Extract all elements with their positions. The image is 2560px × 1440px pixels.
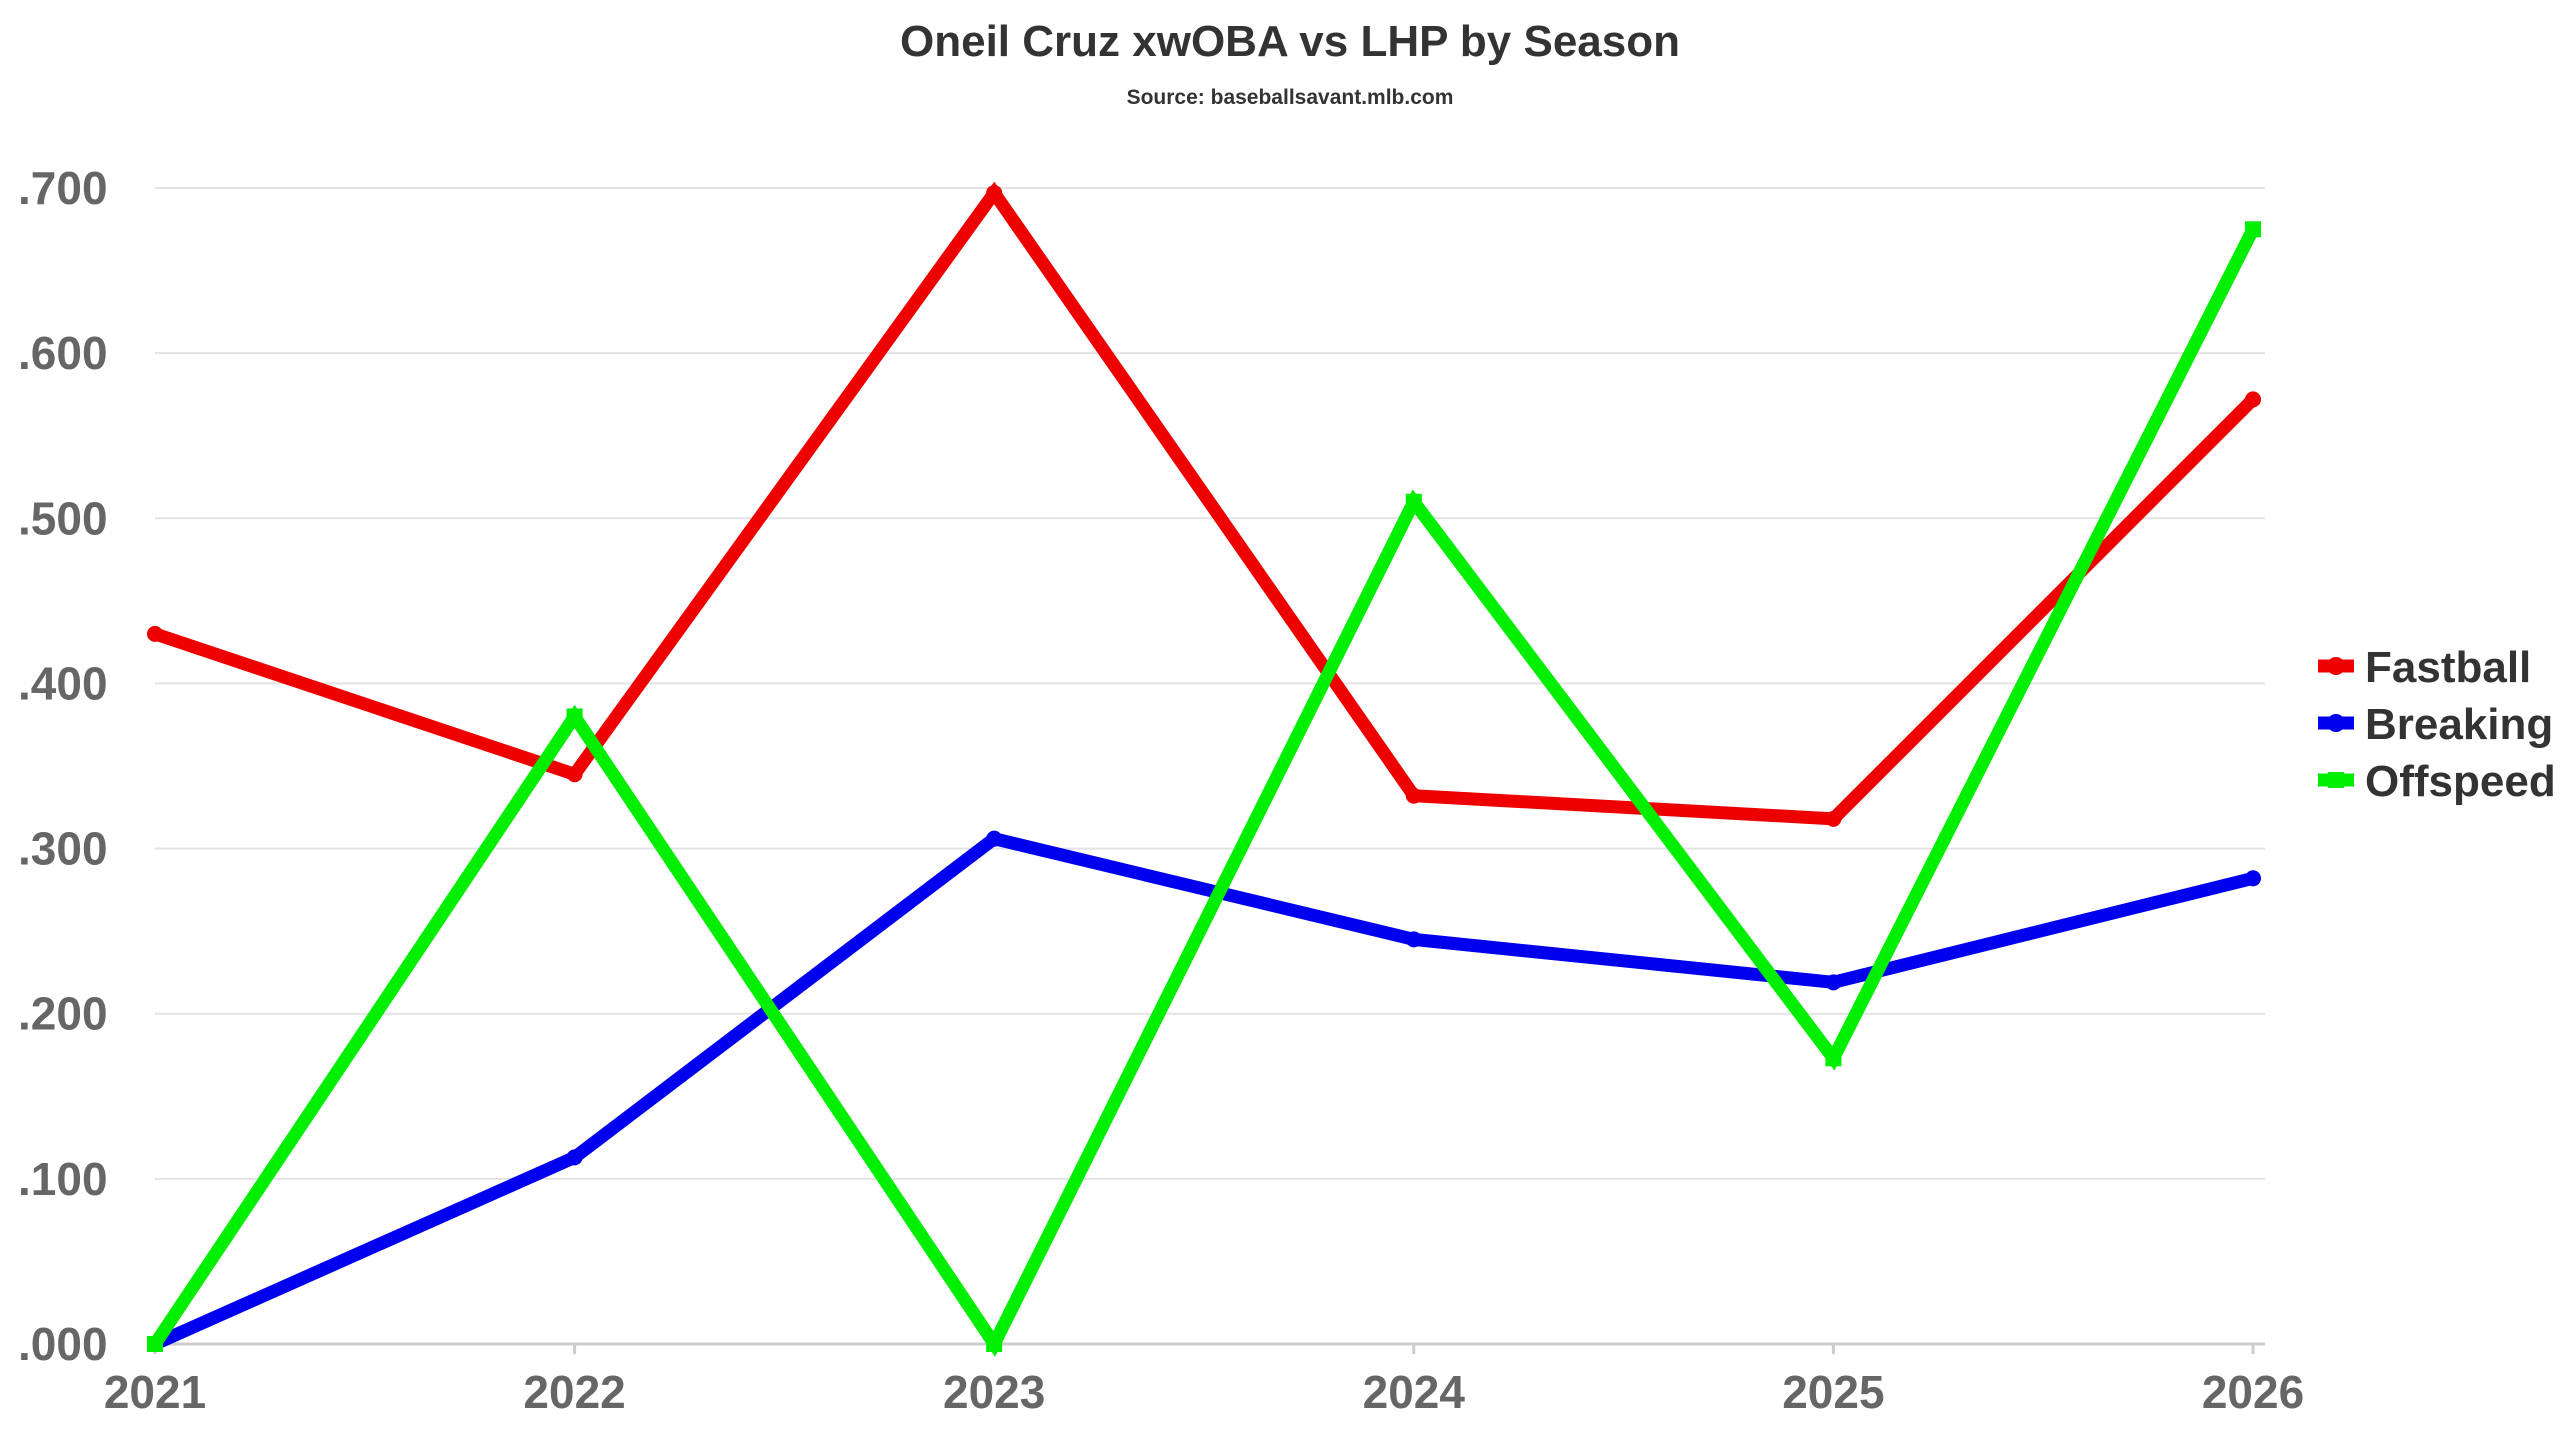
legend-label-offspeed: Offspeed xyxy=(2365,757,2556,806)
y-tick-label: .400 xyxy=(18,657,108,709)
legend: Fastball Breaking Offspeed xyxy=(2318,643,2556,806)
x-tick-label: 2025 xyxy=(1782,1366,1884,1418)
data-point-breaking xyxy=(2245,870,2261,887)
data-point-fastball xyxy=(986,184,1003,201)
series-lines xyxy=(147,181,2261,1357)
chart-title: Oneil Cruz xwOBA vs LHP by Season xyxy=(900,17,1680,66)
x-tick-label: 2023 xyxy=(943,1366,1045,1418)
data-point-offspeed xyxy=(566,708,583,725)
x-tick-label: 2024 xyxy=(1363,1366,1466,1418)
axes: .000 .100 .200 .300 .400 .500 .600 .700 2021 2022… xyxy=(18,162,2304,1418)
legend-label-fastball: Fastball xyxy=(2365,643,2531,692)
data-point-offspeed xyxy=(1405,493,1422,510)
legend-label-breaking: Breaking xyxy=(2365,700,2553,749)
gridlines xyxy=(155,187,2265,1180)
data-point-fastball xyxy=(1825,810,1842,827)
x-tick-label: 2021 xyxy=(104,1366,206,1418)
data-point-breaking xyxy=(566,1149,583,1166)
data-point-breaking xyxy=(1405,931,1422,948)
data-point-offspeed xyxy=(1825,1050,1842,1067)
data-point-offspeed xyxy=(147,1336,163,1352)
y-tick-label: .200 xyxy=(18,988,108,1040)
y-tick-label: .300 xyxy=(18,823,108,875)
series-line-offspeed xyxy=(149,226,2259,1357)
y-tick-label: .000 xyxy=(18,1318,108,1370)
y-tick-label: .500 xyxy=(18,492,108,544)
data-point-fastball xyxy=(147,625,163,642)
data-point-breaking xyxy=(986,830,1003,847)
x-tick-label: 2026 xyxy=(2202,1366,2304,1418)
x-tick-label: 2022 xyxy=(523,1366,625,1418)
legend-marker-breaking xyxy=(2327,714,2345,732)
y-tick-label: .700 xyxy=(18,162,108,214)
y-tick-label: .600 xyxy=(18,327,108,379)
series-line-fastball xyxy=(152,181,2258,826)
series-line-breaking xyxy=(152,831,2255,1350)
data-point-fastball xyxy=(1405,787,1422,804)
data-point-fastball xyxy=(2245,391,2261,408)
chart-subtitle: Source: baseballsavant.mlb.com xyxy=(1127,86,1454,109)
y-tick-label: .100 xyxy=(18,1153,108,1205)
data-point-offspeed xyxy=(2245,221,2261,238)
data-point-offspeed xyxy=(986,1336,1003,1352)
legend-marker-offspeed xyxy=(2328,772,2344,788)
data-point-breaking xyxy=(1825,974,1842,991)
data-point-fastball xyxy=(566,766,583,783)
legend-marker-fastball xyxy=(2327,657,2345,675)
